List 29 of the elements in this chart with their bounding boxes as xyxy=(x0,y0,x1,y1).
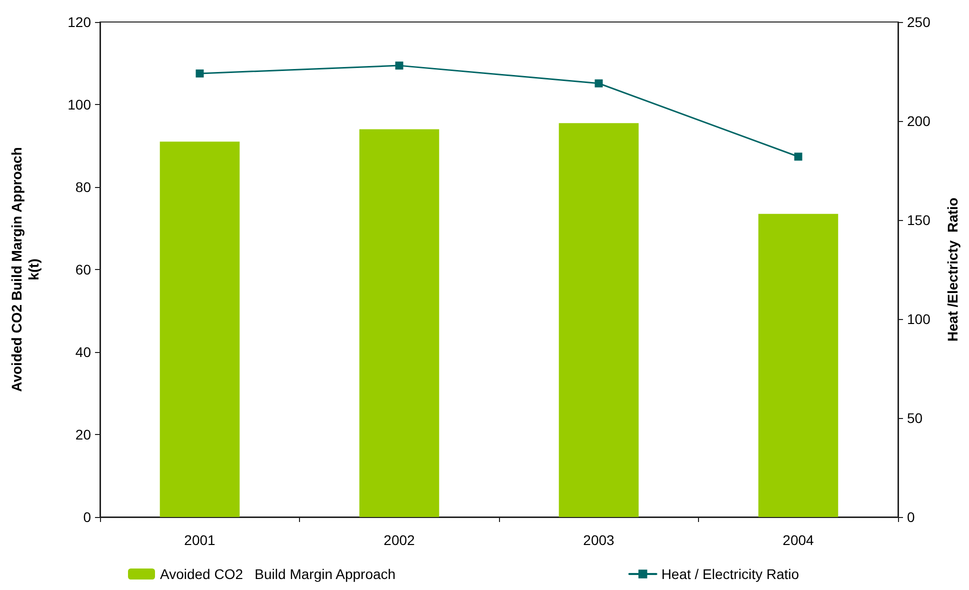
y-axis-title: Avoided CO2 Build Margin Approach k(t) xyxy=(8,147,42,392)
y2-axis-title: Heat /Electricty Ratio xyxy=(944,198,960,342)
bar xyxy=(160,142,240,517)
y-tick-label: 0 xyxy=(83,509,92,525)
point xyxy=(594,79,603,88)
y2-tick-label: 150 xyxy=(907,212,931,228)
y-tick-label: 40 xyxy=(75,344,92,360)
legend-label: Heat / Electricity Ratio xyxy=(661,566,800,582)
x-tick-label: 2001 xyxy=(184,532,216,548)
y-tick-label: 20 xyxy=(75,426,92,442)
y-tick-label: 80 xyxy=(75,179,92,195)
bar xyxy=(758,214,838,517)
point xyxy=(395,62,404,70)
bar xyxy=(359,129,440,517)
y2-tick-label: 200 xyxy=(907,113,931,129)
y2-tick-label: 50 xyxy=(907,410,923,426)
x-tick-label: 2003 xyxy=(583,532,615,548)
y-tick-label: 120 xyxy=(68,14,92,30)
point xyxy=(196,69,204,78)
bar xyxy=(558,123,639,517)
y-tick-label: 60 xyxy=(75,262,92,278)
y2-tick-label: 0 xyxy=(907,509,915,525)
y2-tick-label: 100 xyxy=(907,311,931,327)
y-tick-label: 100 xyxy=(68,96,92,112)
y2-tick-label: 250 xyxy=(907,14,931,30)
x-tick-label: 2002 xyxy=(384,532,416,548)
legend-label: Avoided CO2 Build Margin Approach xyxy=(160,566,396,582)
x-tick-label: 2004 xyxy=(782,532,814,548)
point xyxy=(794,152,802,161)
